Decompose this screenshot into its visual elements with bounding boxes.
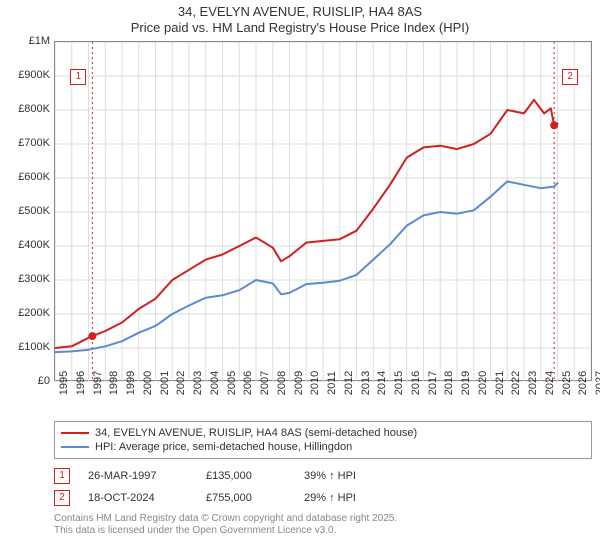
x-tick-label: 2019 bbox=[460, 370, 472, 394]
x-tick-label: 2014 bbox=[376, 370, 388, 394]
x-tick-label: 2013 bbox=[360, 370, 372, 394]
transaction-row: 2 18-OCT-2024 £755,000 29% ↑ HPI bbox=[54, 487, 592, 509]
x-tick-label: 2012 bbox=[343, 370, 355, 394]
transaction-date: 26-MAR-1997 bbox=[88, 470, 188, 482]
x-tick-label: 2023 bbox=[527, 370, 539, 394]
x-tick-label: 2027 bbox=[594, 370, 600, 394]
x-tick-label: 2009 bbox=[293, 370, 305, 394]
y-tick-label: £1M bbox=[29, 35, 50, 47]
transaction-badge: 2 bbox=[54, 490, 70, 506]
x-tick-label: 2007 bbox=[259, 370, 271, 394]
x-tick-label: 2025 bbox=[561, 370, 573, 394]
legend-item: 34, EVELYN AVENUE, RUISLIP, HA4 8AS (sem… bbox=[61, 426, 585, 440]
x-tick-label: 1996 bbox=[75, 370, 87, 394]
x-tick-label: 2000 bbox=[142, 370, 154, 394]
title-line1: 34, EVELYN AVENUE, RUISLIP, HA4 8AS bbox=[0, 4, 600, 20]
x-tick-label: 2022 bbox=[510, 370, 522, 394]
x-tick-label: 2001 bbox=[159, 370, 171, 394]
x-tick-label: 2020 bbox=[477, 370, 489, 394]
y-axis-labels: £0£100K£200K£300K£400K£500K£600K£700K£80… bbox=[8, 41, 54, 381]
plot-area: 12 bbox=[54, 41, 592, 381]
y-tick-label: £900K bbox=[18, 69, 50, 81]
y-tick-label: £400K bbox=[18, 239, 50, 251]
x-tick-label: 2003 bbox=[192, 370, 204, 394]
x-tick-label: 2008 bbox=[276, 370, 288, 394]
transaction-date: 18-OCT-2024 bbox=[88, 492, 188, 504]
legend-label: HPI: Average price, semi-detached house,… bbox=[95, 441, 352, 453]
legend-label: 34, EVELYN AVENUE, RUISLIP, HA4 8AS (sem… bbox=[95, 427, 417, 439]
x-tick-label: 1998 bbox=[108, 370, 120, 394]
marker-badge: 2 bbox=[562, 69, 578, 85]
transaction-row: 1 26-MAR-1997 £135,000 39% ↑ HPI bbox=[54, 465, 592, 487]
y-tick-label: £700K bbox=[18, 137, 50, 149]
y-tick-label: £100K bbox=[18, 341, 50, 353]
x-tick-label: 2005 bbox=[226, 370, 238, 394]
x-tick-label: 2018 bbox=[443, 370, 455, 394]
x-tick-label: 2021 bbox=[494, 370, 506, 394]
title-line2: Price paid vs. HM Land Registry's House … bbox=[0, 20, 600, 36]
license-line2: This data is licensed under the Open Gov… bbox=[54, 525, 592, 538]
x-tick-label: 2006 bbox=[242, 370, 254, 394]
x-tick-label: 1995 bbox=[58, 370, 70, 394]
x-tick-label: 2017 bbox=[427, 370, 439, 394]
chart-area: £0 £100K £200K £300K £400K £500K £600K £700K £80… bbox=[8, 41, 592, 419]
x-tick-label: 2015 bbox=[393, 370, 405, 394]
y-tick-label: £800K bbox=[18, 103, 50, 115]
legend: 34, EVELYN AVENUE, RUISLIP, HA4 8AS (sem… bbox=[54, 421, 592, 459]
x-tick-label: 2004 bbox=[209, 370, 221, 394]
transaction-delta: 39% ↑ HPI bbox=[304, 470, 356, 482]
y-tick-label: £200K bbox=[18, 307, 50, 319]
x-tick-label: 2002 bbox=[175, 370, 187, 394]
license-text: Contains HM Land Registry data © Crown c… bbox=[54, 513, 592, 538]
transaction-delta: 29% ↑ HPI bbox=[304, 492, 356, 504]
license-line1: Contains HM Land Registry data © Crown c… bbox=[54, 513, 592, 526]
plot-svg bbox=[55, 42, 591, 382]
transaction-price: £755,000 bbox=[206, 492, 286, 504]
x-tick-label: 2016 bbox=[410, 370, 422, 394]
transactions: 1 26-MAR-1997 £135,000 39% ↑ HPI 2 18-OCT-202… bbox=[54, 465, 592, 509]
y-tick-label: £500K bbox=[18, 205, 50, 217]
x-tick-label: 2010 bbox=[309, 370, 321, 394]
chart-title-block: 34, EVELYN AVENUE, RUISLIP, HA4 8AS Pric… bbox=[0, 0, 600, 37]
x-axis-labels: 1995199619971998199920002001200220032004… bbox=[54, 381, 590, 419]
y-tick-label: £600K bbox=[18, 171, 50, 183]
x-tick-label: 1999 bbox=[125, 370, 137, 394]
x-tick-label: 2026 bbox=[577, 370, 589, 394]
legend-item: HPI: Average price, semi-detached house,… bbox=[61, 440, 585, 454]
y-tick-label: £0 bbox=[38, 375, 50, 387]
legend-swatch bbox=[61, 446, 89, 448]
transaction-badge: 1 bbox=[54, 468, 70, 484]
y-tick-label: £300K bbox=[18, 273, 50, 285]
legend-swatch bbox=[61, 432, 89, 434]
transaction-price: £135,000 bbox=[206, 470, 286, 482]
x-tick-label: 2011 bbox=[326, 371, 338, 395]
x-tick-label: 1997 bbox=[92, 370, 104, 394]
x-tick-label: 2024 bbox=[544, 370, 556, 394]
marker-badge: 1 bbox=[70, 69, 86, 85]
